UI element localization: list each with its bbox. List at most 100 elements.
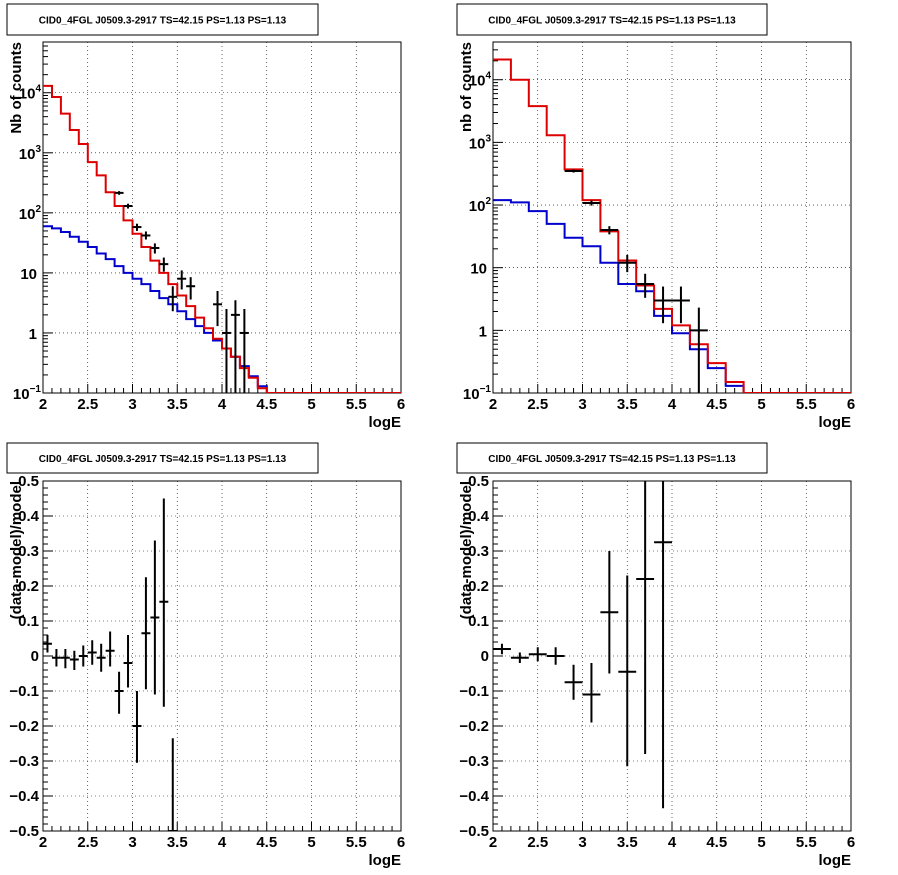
data-point [168, 738, 178, 831]
data-point [654, 481, 672, 809]
data-point [493, 643, 511, 655]
x-tick-label: 5 [307, 396, 315, 413]
chart-title: CID0_4FGL J0509.3-2917 TS=42.15 PS=1.13 … [39, 454, 287, 465]
data-point [528, 647, 547, 662]
panel-4: CID0_4FGL J0509.3-2917 TS=42.15 PS=1.13 … [456, 442, 855, 869]
data-point [239, 309, 249, 393]
y-tick-label: 1 [29, 326, 37, 343]
data-point [230, 300, 240, 393]
y-tick-label: 0.5 [468, 473, 489, 490]
x-tick-label: 6 [847, 834, 855, 851]
x-tick-label: 4.5 [256, 834, 277, 851]
chart-title: CID0_4FGL J0509.3-2917 TS=42.15 PS=1.13 … [39, 16, 287, 27]
x-tick-label: 2.5 [77, 834, 98, 851]
y-tick-label: −0.5 [459, 823, 489, 840]
y-tick-label: 0.1 [468, 613, 489, 630]
data-point [87, 640, 97, 665]
data-point [60, 649, 70, 669]
series-line-red [493, 58, 851, 393]
y-tick-label: 0.4 [18, 508, 40, 525]
y-tick-label: 102 [19, 204, 42, 223]
series-line-red [43, 84, 401, 393]
y-tick-label: −0.4 [459, 788, 489, 805]
y-tick-label: 0.2 [468, 578, 489, 595]
data-point [51, 649, 61, 667]
x-tick-label: 5.5 [346, 396, 367, 413]
x-tick-label: 2.5 [77, 396, 98, 413]
y-tick-label: −0.5 [9, 823, 39, 840]
x-tick-label: 2 [39, 396, 47, 413]
data-area [493, 58, 851, 393]
y-tick-label: 103 [19, 144, 42, 163]
x-tick-label: 3.5 [167, 834, 188, 851]
x-tick-label: 3 [128, 834, 136, 851]
data-point [618, 254, 637, 273]
data-area [43, 498, 178, 831]
x-tick-label: 2.5 [527, 834, 548, 851]
y-tick-label: 10 [20, 266, 37, 283]
data-point [105, 631, 115, 667]
data-point [600, 551, 619, 674]
y-tick-label: 103 [469, 133, 492, 152]
data-point [654, 286, 672, 324]
y-axis-label: nb of counts [458, 42, 475, 132]
data-point [159, 257, 169, 272]
data-point [150, 243, 160, 254]
x-tick-label: 2.5 [527, 396, 548, 413]
data-point [582, 663, 601, 723]
y-axis-label: (data-model)/model [8, 481, 25, 619]
title-box [456, 442, 768, 474]
data-area [493, 481, 672, 809]
data-area [43, 84, 401, 393]
data-point [600, 226, 619, 235]
series-line-blue [43, 225, 401, 393]
x-tick-label: 5.5 [346, 834, 367, 851]
x-axis-label: logE [819, 414, 852, 431]
x-tick-label: 5 [757, 396, 765, 413]
data-point [672, 286, 690, 324]
y-tick-label: 104 [19, 84, 42, 103]
y-tick-label: 0 [31, 648, 39, 665]
data-point [43, 635, 52, 653]
x-tick-label: 6 [847, 396, 855, 413]
data-point [141, 577, 151, 690]
title-box [6, 442, 319, 474]
x-tick-label: 3.5 [167, 396, 188, 413]
x-axis-label: logE [819, 852, 852, 869]
data-point [564, 169, 583, 173]
data-point [222, 309, 231, 393]
data-point [114, 671, 124, 714]
x-axis-label: logE [369, 852, 402, 869]
y-tick-label: 104 [469, 71, 492, 90]
data-point [159, 498, 169, 707]
y-tick-label: −0.4 [9, 788, 39, 805]
x-tick-label: 3 [578, 834, 586, 851]
x-tick-label: 2 [489, 396, 497, 413]
x-tick-label: 5 [757, 834, 765, 851]
y-tick-label: 10 [470, 261, 487, 278]
panel-3: CID0_4FGL J0509.3-2917 TS=42.15 PS=1.13 … [6, 442, 405, 869]
data-point [132, 223, 142, 231]
x-tick-label: 4 [668, 396, 677, 413]
data-point [123, 203, 133, 209]
y-tick-label: −0.1 [9, 683, 39, 700]
x-tick-label: 5.5 [796, 834, 817, 851]
data-point [213, 290, 222, 327]
data-point [186, 277, 196, 300]
data-point [141, 231, 151, 240]
data-point [636, 481, 655, 754]
x-tick-label: 3.5 [617, 834, 638, 851]
x-tick-label: 4.5 [706, 834, 727, 851]
y-axis-label: Nb of counts [8, 42, 25, 134]
x-tick-label: 4.5 [256, 396, 277, 413]
series-line-blue [493, 199, 851, 393]
data-point [132, 691, 142, 763]
y-tick-label: 1 [479, 323, 487, 340]
x-tick-label: 5.5 [796, 396, 817, 413]
data-point [150, 540, 160, 695]
chart-title: CID0_4FGL J0509.3-2917 TS=42.15 PS=1.13 … [488, 16, 736, 27]
y-tick-label: 0.5 [18, 473, 39, 490]
x-tick-label: 2 [39, 834, 47, 851]
data-point [689, 307, 708, 393]
